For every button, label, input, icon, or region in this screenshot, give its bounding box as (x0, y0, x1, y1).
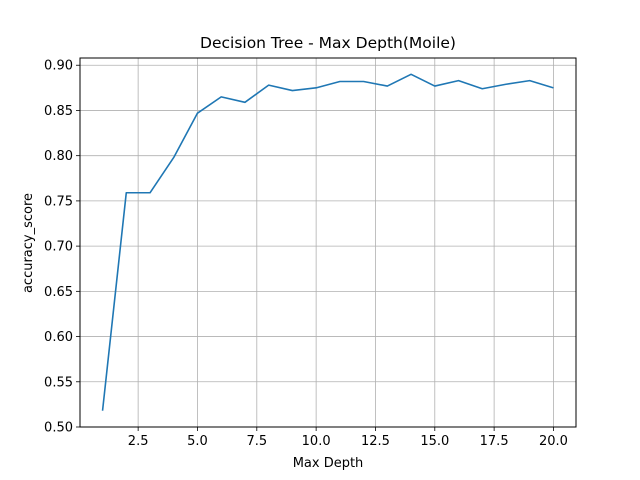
series-group (101, 73, 554, 411)
x-tick-label: 17.5 (480, 434, 509, 449)
x-tick-label: 20.0 (539, 434, 568, 449)
y-tick-label: 0.90 (44, 59, 73, 74)
series-line (101, 73, 554, 411)
x-tick-label: 7.5 (246, 434, 267, 449)
plot-frame (79, 57, 577, 428)
x-tick-label: 5.0 (187, 434, 208, 449)
x-tick-label: 12.5 (361, 434, 390, 449)
y-axis-title: accuracy_score (21, 193, 36, 293)
y-tick-label: 0.65 (44, 285, 73, 300)
y-tick-label: 0.50 (44, 421, 73, 436)
chart-title: Decision Tree - Max Depth(Moile) (200, 34, 456, 52)
x-tick-label: 2.5 (128, 434, 149, 449)
y-tick-label: 0.55 (44, 375, 73, 390)
y-tick-label: 0.85 (44, 104, 73, 119)
x-tick-label: 10.0 (302, 434, 331, 449)
x-axis-title: Max Depth (293, 456, 364, 471)
grid-lines (80, 58, 576, 428)
y-tick-label: 0.60 (44, 330, 73, 345)
y-tick-label: 0.70 (44, 240, 73, 255)
x-tick-label: 15.0 (420, 434, 449, 449)
y-tick-label: 0.80 (44, 149, 73, 164)
axis-ticks: 2.5 5.0 7.5 10.0 12.5 15.0 17.5 20.0 0.50 0.55 0.6… (44, 59, 568, 449)
y-tick-label: 0.75 (44, 194, 73, 209)
